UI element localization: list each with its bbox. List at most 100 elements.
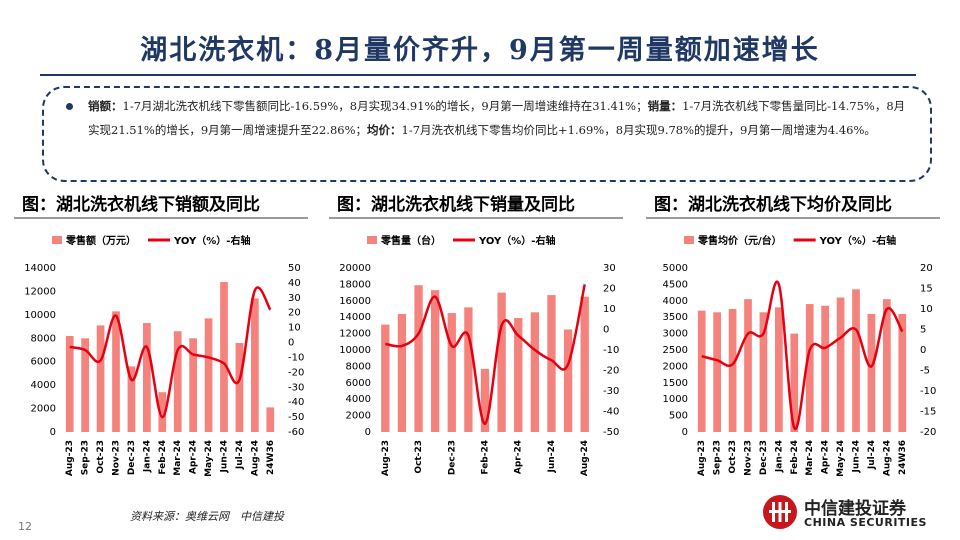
- bar: [563, 329, 573, 432]
- y2-tick-label: 10: [920, 304, 933, 315]
- y-tick-label: 500: [669, 411, 688, 422]
- x-tick-label: Jul-24: [235, 440, 245, 470]
- legend-label: 零售均价（元/台）: [697, 234, 782, 247]
- x-tick-label: Sep-23: [713, 440, 723, 475]
- slide-title: 湖北洗衣机：8月量价齐升，9月第一周量额加速增长: [140, 35, 820, 66]
- x-tick-label: Jul-24: [867, 440, 877, 470]
- bar: [397, 313, 407, 432]
- y-tick-label: 4000: [663, 296, 688, 307]
- chart-title: 图：湖北洗衣机线下销量及同比: [337, 194, 575, 215]
- bar: [775, 307, 783, 432]
- source-note: 资料来源：奥维云网 中信建投: [130, 510, 284, 523]
- bar: [251, 298, 259, 432]
- bar: [220, 282, 228, 432]
- legend-label: 零售额（万元）: [65, 234, 136, 247]
- bar: [204, 318, 213, 432]
- y2-tick-label: -30: [288, 382, 304, 393]
- y-tick-label: 6000: [31, 357, 56, 368]
- y2-tick-label: -10: [603, 345, 619, 356]
- x-tick-label: Jun-24: [220, 440, 230, 473]
- y-tick-label: 2000: [31, 404, 56, 415]
- x-tick-label: Apr-24: [821, 440, 831, 474]
- y2-tick-label: 20: [603, 284, 616, 295]
- y2-tick-label: -40: [603, 407, 619, 418]
- y-tick-label: 14000: [339, 312, 371, 323]
- x-tick-label: Oct-23: [414, 440, 424, 474]
- y-tick-label: 0: [50, 427, 56, 438]
- legend-swatch: [367, 236, 377, 244]
- y-tick-label: 8000: [31, 333, 56, 344]
- y-tick-label: 2500: [663, 345, 688, 356]
- y2-tick-label: 20: [288, 308, 301, 319]
- title-rule: [40, 74, 916, 76]
- x-tick-label: Dec-23: [127, 440, 137, 475]
- y-tick-label: 3500: [663, 312, 688, 323]
- x-tick-label: Jan-24: [142, 440, 152, 473]
- y2-tick-label: 40: [288, 278, 301, 289]
- bar: [189, 338, 197, 432]
- legend-label: 零售量（台）: [380, 234, 441, 247]
- x-tick-label: Dec-23: [759, 440, 769, 475]
- y2-tick-label: 0: [920, 345, 926, 356]
- y-tick-label: 4000: [346, 394, 371, 405]
- x-tick-label: Aug-24: [580, 440, 590, 476]
- bar: [127, 366, 136, 432]
- y2-tick-label: -10: [288, 352, 304, 363]
- x-tick-label: Dec-23: [447, 440, 457, 475]
- y-tick-label: 20000: [339, 263, 371, 274]
- legend-label: YOY（%）-右轴: [819, 234, 896, 247]
- x-tick-label: Mar-24: [173, 440, 183, 476]
- y-tick-label: 2000: [346, 411, 371, 422]
- bar: [790, 333, 799, 432]
- y-tick-label: 1500: [663, 378, 688, 389]
- bar: [497, 292, 506, 432]
- y2-tick-label: 30: [603, 263, 616, 274]
- y-tick-label: 4000: [31, 380, 56, 391]
- y2-tick-label: -50: [603, 427, 619, 438]
- y2-tick-label: -10: [920, 386, 936, 397]
- y-tick-label: 12000: [339, 329, 371, 340]
- bar: [381, 324, 390, 432]
- y-tick-label: 1000: [663, 394, 688, 405]
- y-tick-label: 14000: [24, 263, 56, 274]
- y2-tick-label: -20: [603, 366, 619, 377]
- summary-text: 1-7月洗衣机线下零售量同比-14.75%，8月实现21.51%的增长，9月第一…: [88, 99, 906, 137]
- bar: [867, 313, 876, 432]
- bar: [447, 313, 456, 432]
- x-tick-label: Nov-23: [744, 440, 754, 476]
- x-tick-label: Aug-23: [381, 440, 391, 476]
- y2-tick-label: 15: [920, 284, 933, 295]
- y2-tick-label: -30: [603, 386, 619, 397]
- legend-swatch: [52, 236, 62, 244]
- x-tick-label: Nov-23: [112, 440, 122, 476]
- bar: [173, 331, 182, 432]
- x-tick-label: Aug-24: [882, 440, 892, 476]
- y-tick-label: 10000: [24, 310, 56, 321]
- chart-title: 图：湖北洗衣机线下均价及同比: [654, 194, 892, 215]
- x-tick-label: Sep-23: [81, 440, 91, 475]
- y2-tick-label: -60: [288, 427, 304, 438]
- y-tick-label: 10000: [339, 345, 371, 356]
- x-tick-label: May-24: [836, 440, 846, 477]
- y-tick-label: 0: [682, 427, 688, 438]
- y2-tick-label: 20: [920, 263, 933, 274]
- x-tick-label: Apr-24: [189, 440, 199, 474]
- y-tick-label: 18000: [339, 279, 371, 290]
- y-tick-label: 2000: [663, 361, 688, 372]
- x-tick-label: Jun-24: [852, 440, 862, 473]
- y-tick-label: 5000: [663, 263, 688, 274]
- bar: [514, 318, 523, 432]
- legend-label: YOY（%）-右轴: [173, 234, 250, 247]
- bar: [235, 342, 244, 432]
- y2-tick-label: -50: [288, 412, 304, 423]
- y-tick-label: 4500: [663, 279, 688, 290]
- x-tick-label: Aug-23: [65, 440, 75, 476]
- x-tick-label: Jun-24: [547, 440, 557, 473]
- summary-label: 销额：: [88, 99, 123, 113]
- logo-mark: [763, 495, 797, 529]
- bar: [96, 325, 105, 432]
- y2-tick-label: -40: [288, 397, 304, 408]
- bar: [713, 312, 721, 432]
- line: [69, 286, 272, 419]
